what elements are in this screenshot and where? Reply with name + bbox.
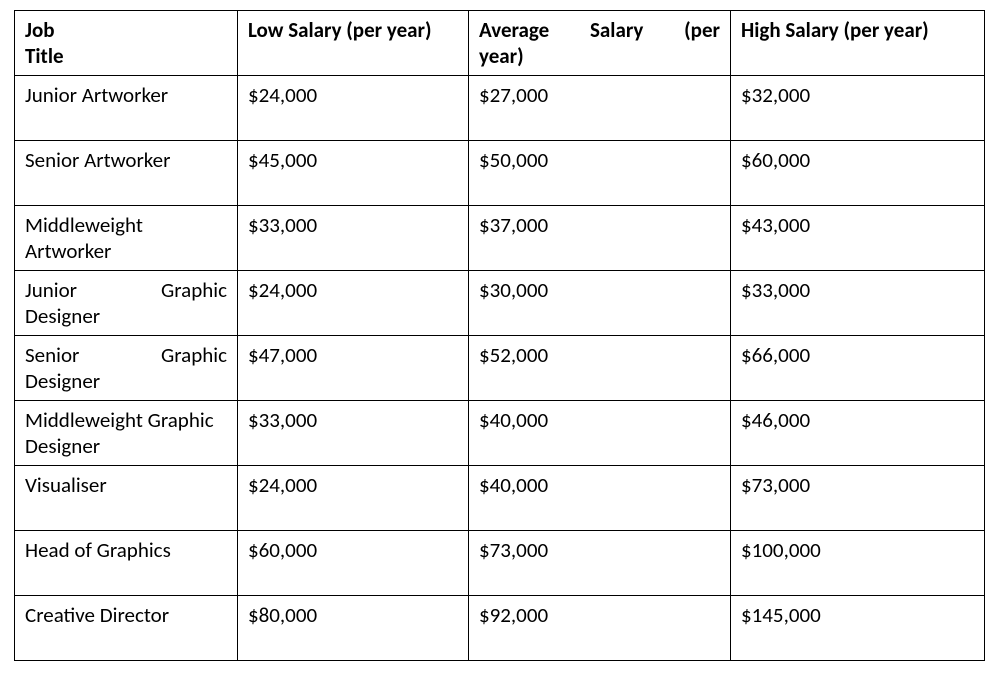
cell-high: $32,000 [731, 76, 985, 141]
job-title-line1: Senior Graphic [25, 342, 227, 368]
cell-high: $73,000 [731, 466, 985, 531]
table-body: Junior Artworker $24,000 $27,000 $32,000… [15, 76, 985, 661]
cell-job-title: Middleweight Graphic Designer [15, 401, 238, 466]
cell-high: $66,000 [731, 336, 985, 401]
cell-high: $33,000 [731, 271, 985, 336]
cell-high: $46,000 [731, 401, 985, 466]
cell-job-title: Senior Graphic Designer [15, 336, 238, 401]
cell-avg: $73,000 [469, 531, 731, 596]
cell-avg: $37,000 [469, 206, 731, 271]
cell-low: $24,000 [238, 271, 469, 336]
job-title-line2: Artworker [25, 238, 111, 264]
cell-avg: $30,000 [469, 271, 731, 336]
cell-job-title: Senior Artworker [15, 141, 238, 206]
table-container: Job Title Low Salary (per year) Average … [0, 0, 1000, 671]
table-row: Senior Graphic Designer $47,000 $52,000 … [15, 336, 985, 401]
table-row: Visualiser $24,000 $40,000 $73,000 [15, 466, 985, 531]
job-title-line2: Designer [25, 368, 227, 394]
table-row: Head of Graphics $60,000 $73,000 $100,00… [15, 531, 985, 596]
table-row: Middleweight Graphic Designer $33,000 $4… [15, 401, 985, 466]
cell-high: $60,000 [731, 141, 985, 206]
col-header-avg-salary: Average Salary (per year) [469, 11, 731, 76]
cell-job-title: Visualiser [15, 466, 238, 531]
cell-avg: $40,000 [469, 401, 731, 466]
table-row: Junior Graphic Designer $24,000 $30,000 … [15, 271, 985, 336]
cell-low: $60,000 [238, 531, 469, 596]
table-row: Creative Director $80,000 $92,000 $145,0… [15, 596, 985, 661]
cell-avg: $27,000 [469, 76, 731, 141]
col-header-job-title: Job Title [15, 11, 238, 76]
cell-avg: $40,000 [469, 466, 731, 531]
cell-avg: $92,000 [469, 596, 731, 661]
cell-low: $45,000 [238, 141, 469, 206]
job-title-line2: Designer [25, 433, 100, 459]
table-row: Senior Artworker $45,000 $50,000 $60,000 [15, 141, 985, 206]
cell-low: $24,000 [238, 466, 469, 531]
col-header-high-salary: High Salary (per year) [731, 11, 985, 76]
cell-high: $43,000 [731, 206, 985, 271]
job-title-line1: Middleweight Graphic [25, 407, 214, 433]
cell-job-title: Middleweight Artworker [15, 206, 238, 271]
salary-table: Job Title Low Salary (per year) Average … [14, 10, 985, 661]
table-row: Middleweight Artworker $33,000 $37,000 $… [15, 206, 985, 271]
col-header-low-salary: Low Salary (per year) [238, 11, 469, 76]
cell-high: $145,000 [731, 596, 985, 661]
table-row: Junior Artworker $24,000 $27,000 $32,000 [15, 76, 985, 141]
cell-high: $100,000 [731, 531, 985, 596]
cell-low: $80,000 [238, 596, 469, 661]
cell-job-title: Junior Graphic Designer [15, 271, 238, 336]
col-header-avg-line1: Average Salary (per [479, 17, 720, 43]
col-header-job-title-line2: Title [25, 43, 227, 69]
col-header-avg-line2: year) [479, 43, 720, 69]
cell-avg: $50,000 [469, 141, 731, 206]
cell-low: $33,000 [238, 401, 469, 466]
cell-low: $47,000 [238, 336, 469, 401]
job-title-line2: Designer [25, 303, 227, 329]
cell-job-title: Creative Director [15, 596, 238, 661]
table-header-row: Job Title Low Salary (per year) Average … [15, 11, 985, 76]
cell-job-title: Junior Artworker [15, 76, 238, 141]
job-title-line1: Junior Graphic [25, 277, 227, 303]
job-title-line1: Middleweight [25, 212, 143, 238]
cell-low: $33,000 [238, 206, 469, 271]
cell-low: $24,000 [238, 76, 469, 141]
col-header-job-title-line1: Job [25, 17, 227, 43]
cell-job-title: Head of Graphics [15, 531, 238, 596]
cell-avg: $52,000 [469, 336, 731, 401]
